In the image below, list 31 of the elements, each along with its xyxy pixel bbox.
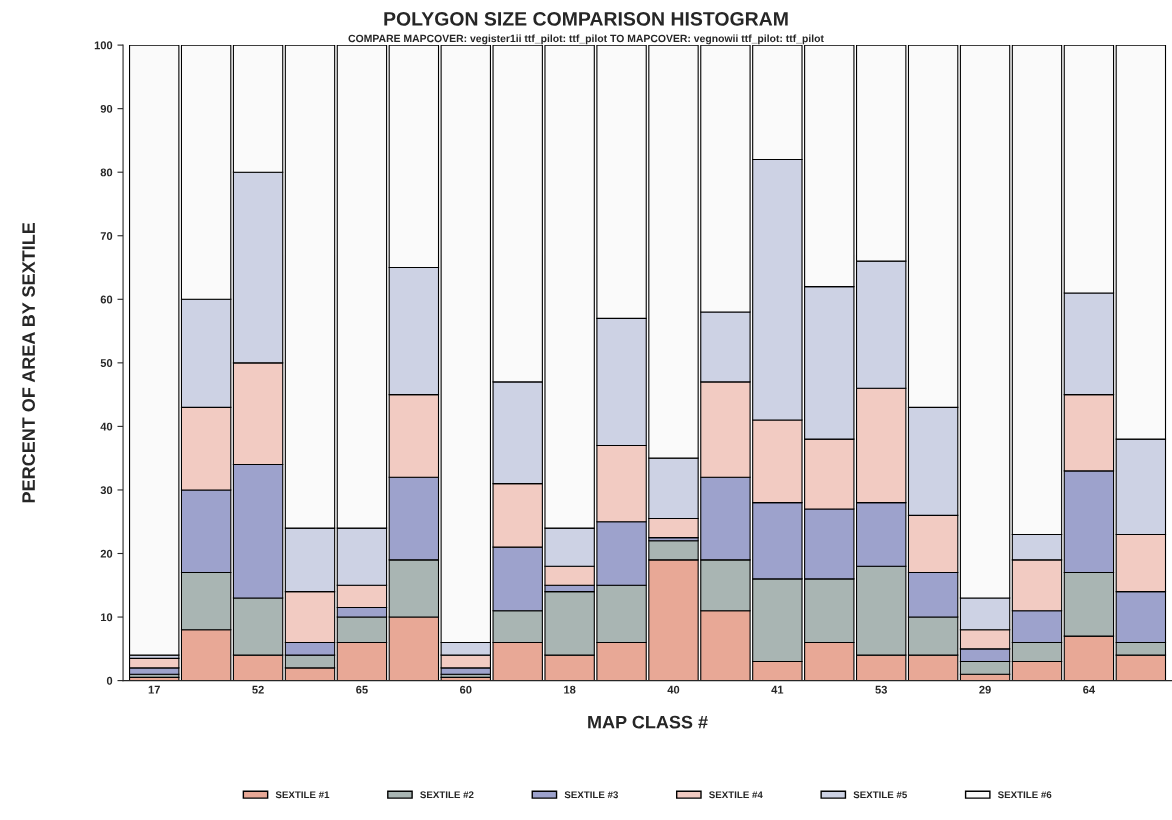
y-tick-label: 40 [100,422,113,431]
x-tick-label: 18 [564,685,576,694]
chart-subtitle: COMPARE MAPCOVER: vegister1ii ttf_pilot: ttf_pilot TO MAPCOVER: vegnowii ttf_pilot: ttf_pilot [348,34,824,45]
y-tick-label: 30 [100,486,113,495]
y-tick-label: 50 [100,359,113,367]
y-axis-title: PERCENT OF AREA BY SEXTILE [22,222,35,503]
x-axis-title: MAP CLASS # [588,715,708,729]
x-tick-label: 40 [667,685,680,694]
legend-label: SEXTILE #1 [275,791,330,799]
y-tick-label: 70 [100,232,113,240]
y-tick-label: 20 [100,549,113,558]
legend-label: SEXTILE #5 [853,791,907,799]
x-tick-label: 60 [460,685,472,694]
x-tick-label: 53 [875,685,887,694]
y-tick-label: 80 [100,168,113,177]
x-tick-label: 41 [771,685,784,694]
chart-title: POLYGON SIZE COMPARISON HISTOGRAM [384,11,788,26]
x-tick-label: 52 [252,685,264,694]
y-tick-label: 90 [100,104,113,113]
legend-label: SEXTILE #2 [420,791,474,799]
x-tick-label: 29 [979,685,991,694]
y-tick-label: 100 [94,41,113,50]
x-tick-label: 65 [356,685,368,694]
y-tick-label: 60 [100,295,113,304]
legend-label: SEXTILE #3 [564,791,619,799]
y-tick-label: 10 [100,613,113,622]
legend-label: SEXTILE #4 [709,791,763,799]
legend-label: SEXTILE #6 [997,791,1052,799]
x-tick-label: 17 [148,685,160,694]
x-tick-label: 64 [1083,685,1096,694]
y-tick-label: 0 [106,676,113,685]
